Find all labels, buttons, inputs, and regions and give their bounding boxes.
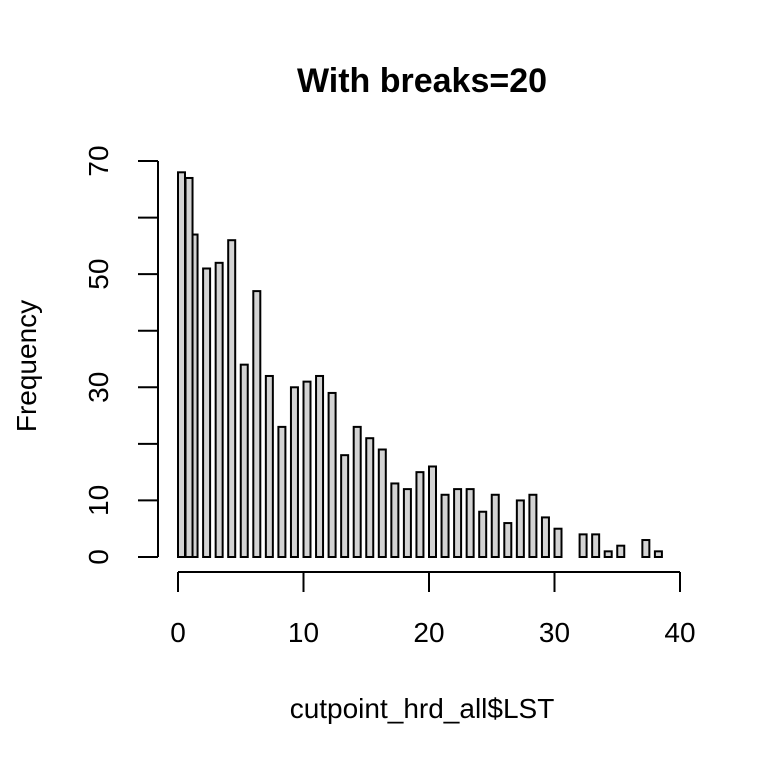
histogram-bar <box>340 454 350 559</box>
histogram-bar <box>214 261 224 558</box>
histogram-bar <box>515 499 525 558</box>
y-tick-label: 0 <box>83 549 114 565</box>
histogram-bar <box>177 171 186 558</box>
y-tick-label: 10 <box>83 485 114 516</box>
x-tick-label: 10 <box>288 617 319 648</box>
histogram-bar <box>490 493 500 558</box>
histogram-bar <box>503 522 513 558</box>
histogram-bar <box>465 488 475 558</box>
histogram-bar <box>390 482 400 558</box>
histogram-bar <box>264 374 274 558</box>
histogram-bar <box>616 544 626 559</box>
histogram-bar <box>478 510 488 558</box>
bars-layer <box>177 171 663 559</box>
x-axis-label: cutpoint_hrd_all$LST <box>290 693 555 724</box>
histogram-bar <box>641 539 651 559</box>
histogram-bar <box>252 290 262 558</box>
y-axis-label: Frequency <box>11 300 42 432</box>
histogram-bar <box>578 533 588 558</box>
histogram-bar <box>428 465 437 558</box>
histogram-bar <box>289 386 299 559</box>
histogram-bar <box>184 176 194 558</box>
histogram-bar <box>591 533 601 558</box>
x-tick-label: 40 <box>664 617 695 648</box>
histogram-bar <box>377 448 387 559</box>
histogram-bar <box>540 516 550 559</box>
histogram-bar <box>327 391 337 558</box>
x-tick-label: 20 <box>413 617 444 648</box>
chart-title: With breaks=20 <box>297 62 547 100</box>
x-tick-label: 30 <box>539 617 570 648</box>
histogram-bar <box>315 374 325 558</box>
histogram-bar <box>202 267 212 558</box>
histogram-bar <box>440 493 450 558</box>
histogram-bar <box>365 437 375 559</box>
histogram-bar <box>528 493 538 558</box>
histogram-bar <box>227 239 237 558</box>
y-tick-label: 70 <box>83 145 114 176</box>
histogram-bar <box>653 550 663 559</box>
histogram-bar <box>352 425 362 559</box>
histogram-bar <box>415 471 425 559</box>
y-tick-label: 50 <box>83 259 114 290</box>
y-tick-label: 30 <box>83 372 114 403</box>
histogram-bar <box>553 527 563 559</box>
histogram-bar <box>277 425 287 559</box>
histogram-bar <box>239 363 249 558</box>
y-axis: 0 10 30 50 70 <box>83 145 159 565</box>
histogram-bar <box>402 488 412 558</box>
histogram-bar <box>603 550 613 559</box>
x-tick-label: 0 <box>170 617 186 648</box>
histogram-bar <box>302 380 312 558</box>
histogram-bar <box>453 488 463 558</box>
x-axis: 0 10 20 30 40 <box>170 571 696 648</box>
